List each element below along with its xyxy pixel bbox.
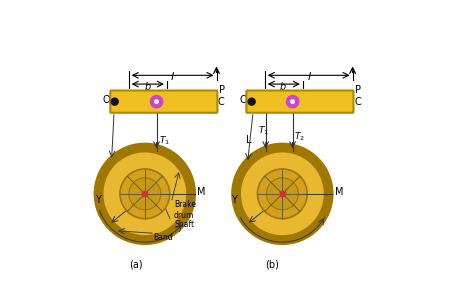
Text: $T_2$: $T_2$: [294, 131, 305, 143]
Text: $T_1$: $T_1$: [258, 125, 269, 137]
FancyBboxPatch shape: [246, 91, 354, 113]
Text: b: b: [145, 82, 151, 92]
Circle shape: [286, 96, 299, 108]
Circle shape: [240, 151, 325, 236]
Circle shape: [150, 96, 163, 108]
Text: M: M: [335, 187, 344, 197]
Text: O: O: [103, 95, 110, 105]
Circle shape: [248, 98, 255, 105]
Text: b: b: [279, 82, 285, 92]
Text: B: B: [156, 99, 164, 108]
Text: C: C: [218, 97, 225, 107]
Text: (a): (a): [129, 259, 143, 269]
Circle shape: [111, 98, 118, 105]
Text: P: P: [355, 85, 361, 95]
Text: l: l: [307, 72, 310, 82]
Circle shape: [129, 178, 161, 210]
Circle shape: [102, 151, 187, 236]
Text: l: l: [171, 72, 174, 82]
Circle shape: [155, 100, 158, 103]
Circle shape: [240, 151, 325, 236]
Text: Shaft: Shaft: [174, 220, 194, 229]
Text: L: L: [246, 135, 251, 145]
Text: P: P: [219, 85, 225, 95]
Text: $T_1$: $T_1$: [159, 135, 171, 147]
Text: B: B: [292, 99, 300, 108]
Circle shape: [231, 143, 334, 245]
Circle shape: [291, 100, 294, 103]
Text: O: O: [240, 95, 247, 105]
Text: M: M: [198, 187, 206, 197]
Text: C: C: [354, 97, 361, 107]
Circle shape: [257, 169, 307, 219]
Text: (b): (b): [265, 259, 279, 269]
Bar: [142, 191, 147, 196]
Circle shape: [102, 151, 187, 236]
Text: Y: Y: [231, 195, 237, 205]
Text: Y: Y: [95, 195, 101, 205]
Bar: [280, 191, 285, 196]
Circle shape: [120, 169, 170, 219]
Circle shape: [266, 178, 298, 210]
Circle shape: [94, 143, 196, 245]
Text: Brake
drum: Brake drum: [174, 200, 196, 220]
FancyBboxPatch shape: [110, 91, 218, 113]
Text: Band: Band: [154, 233, 173, 242]
